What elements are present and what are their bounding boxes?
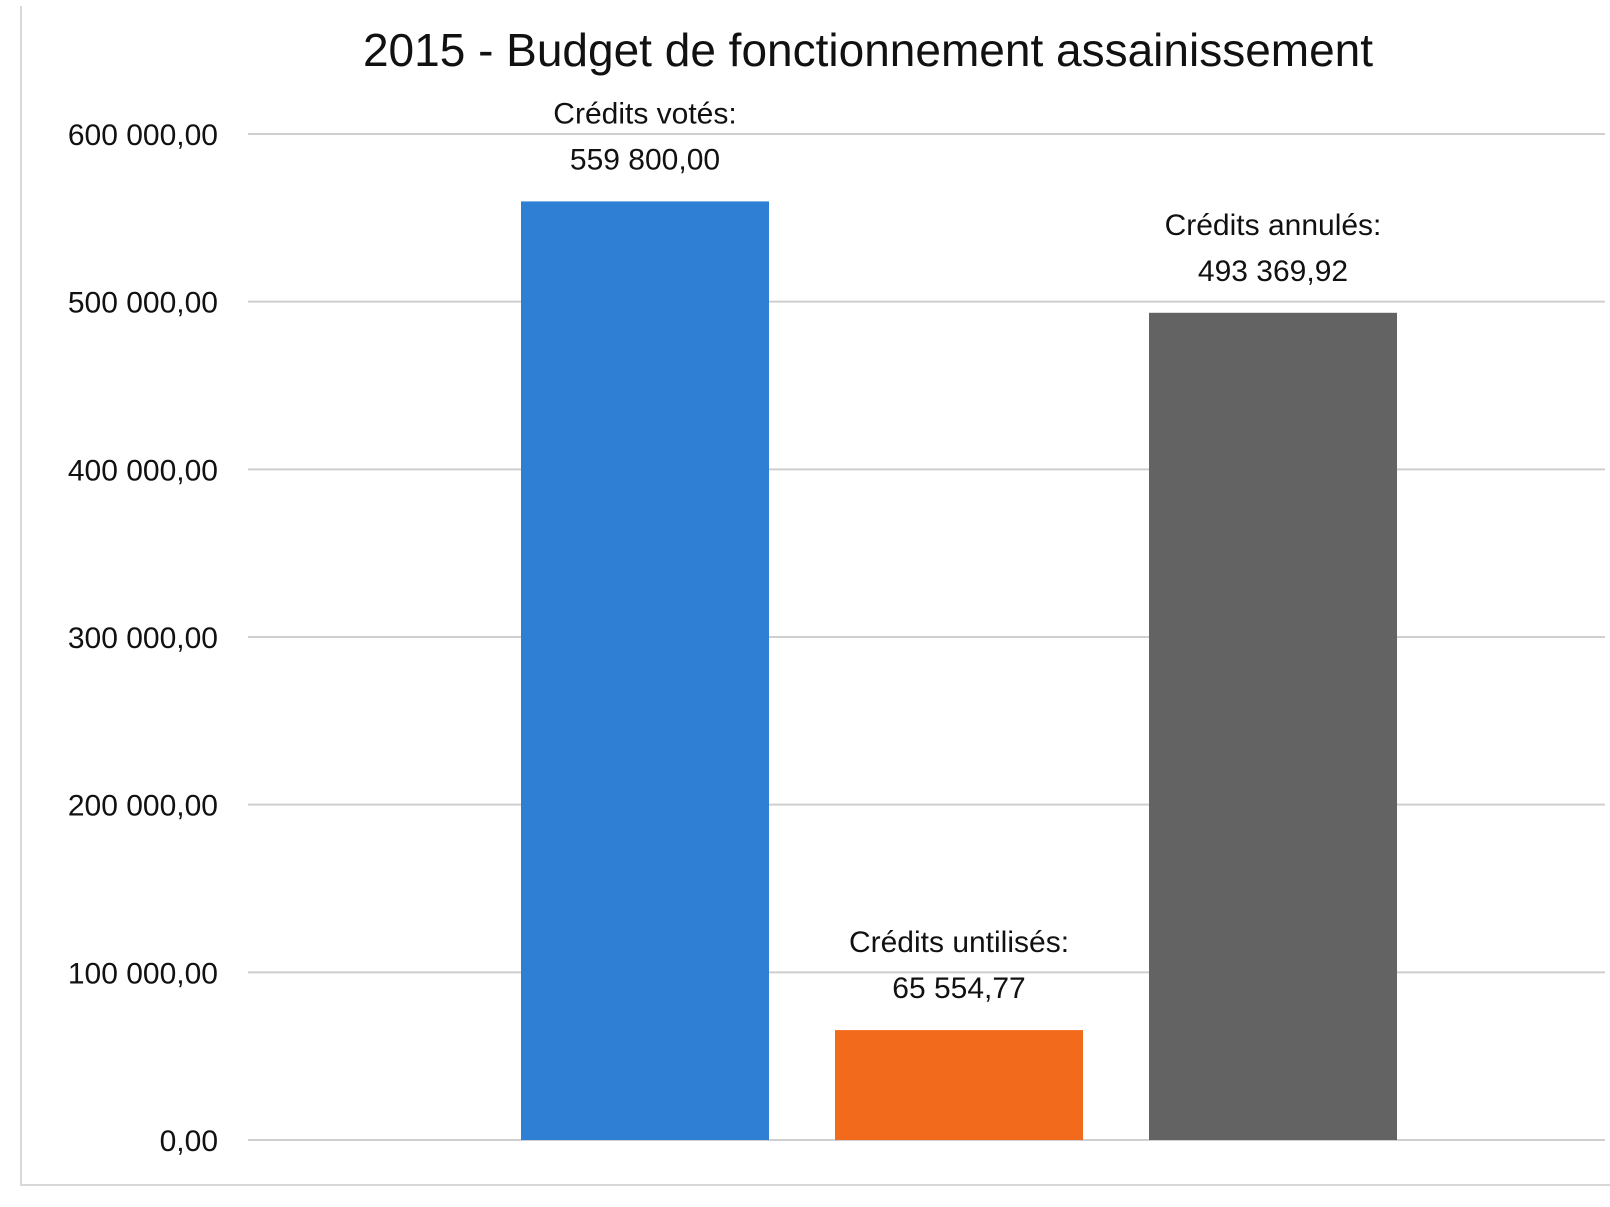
bar-label-value: 493 369,92 (1198, 255, 1348, 288)
bar (521, 201, 769, 1141)
y-axis-tick-labels: 0,00 100 000,00 200 000,00 300 000,00 400 00… (68, 119, 218, 1158)
data-labels: Crédits votés: 559 800,00 Crédits untilisé… (553, 97, 1381, 1005)
bar-label-name: Crédits annulés: (1165, 209, 1382, 242)
y-tick-label: 600 000,00 (68, 119, 218, 152)
bar-label-value: 559 800,00 (570, 143, 720, 176)
y-tick-label: 100 000,00 (68, 957, 218, 990)
bar (835, 1030, 1083, 1140)
bars (521, 201, 1397, 1141)
y-tick-label: 500 000,00 (68, 287, 218, 320)
chart-frame (20, 6, 1610, 1186)
y-tick-label: 200 000,00 (68, 790, 218, 823)
y-tick-label: 0,00 (160, 1125, 218, 1158)
bar (1149, 312, 1397, 1141)
y-tick-label: 300 000,00 (68, 622, 218, 655)
bar-label-name: Crédits untilisés: (849, 926, 1069, 959)
chart-title: 2015 - Budget de fonctionnement assainis… (363, 24, 1373, 76)
bar-label-name: Crédits votés: (553, 97, 736, 130)
bar-label-value: 65 554,77 (892, 972, 1025, 1005)
y-tick-label: 400 000,00 (68, 454, 218, 487)
